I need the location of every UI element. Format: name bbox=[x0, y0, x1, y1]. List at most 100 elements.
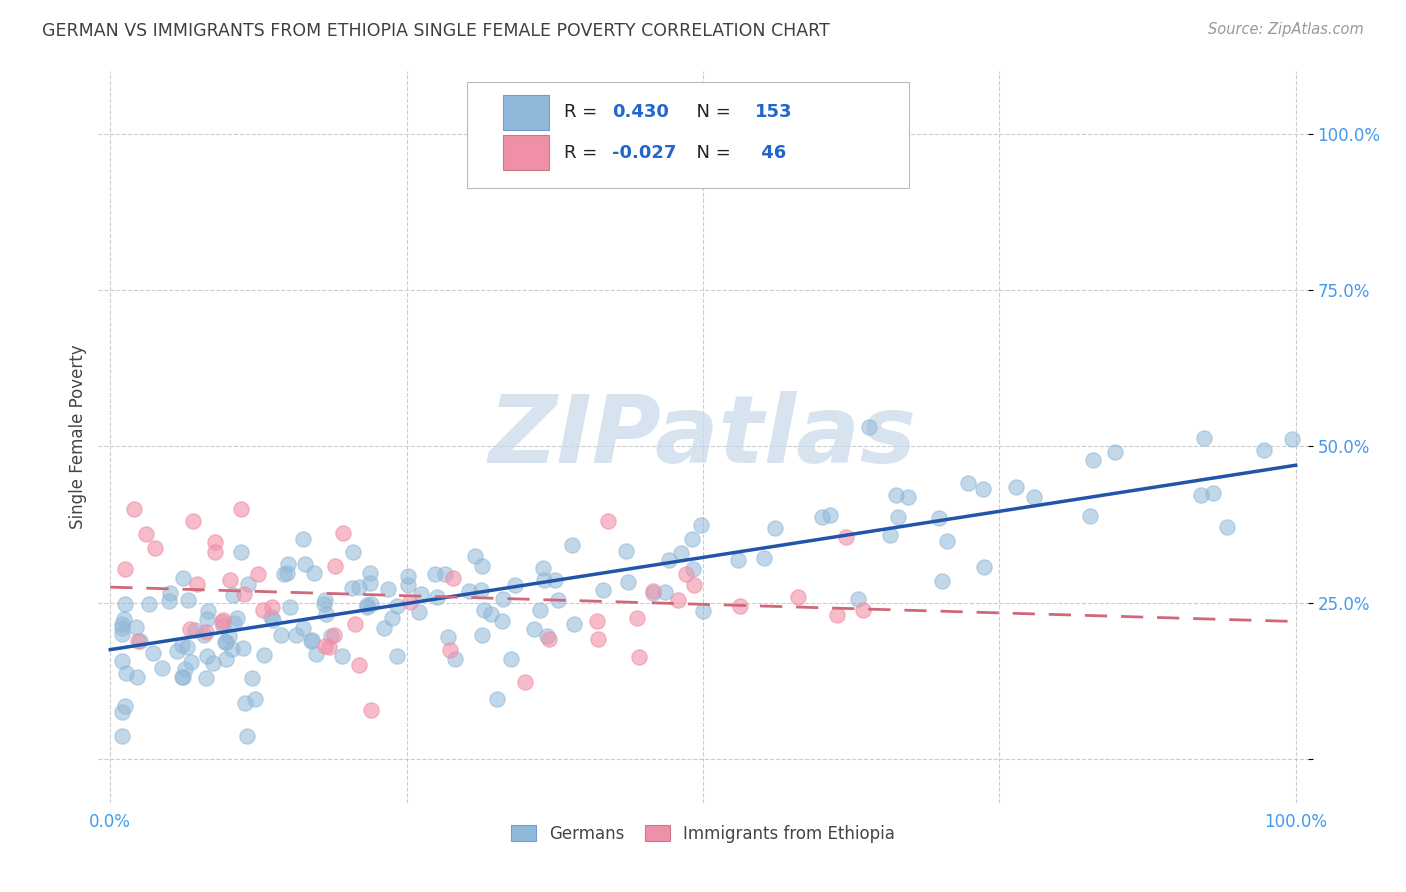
Point bbox=[194, 671, 217, 685]
Point bbox=[1202, 486, 1225, 500]
FancyBboxPatch shape bbox=[503, 95, 550, 130]
Point bbox=[111, 705, 134, 719]
Text: R =: R = bbox=[564, 144, 603, 161]
Point bbox=[219, 573, 242, 587]
Y-axis label: Single Female Poverty: Single Female Poverty bbox=[69, 345, 87, 529]
Point bbox=[398, 595, 420, 609]
Point bbox=[486, 691, 509, 706]
Text: R =: R = bbox=[564, 103, 603, 121]
Point bbox=[1192, 432, 1215, 446]
Point bbox=[931, 574, 953, 589]
Point bbox=[114, 698, 136, 713]
Point bbox=[235, 729, 257, 743]
Point bbox=[396, 578, 419, 592]
Point bbox=[211, 615, 233, 629]
Point bbox=[471, 558, 494, 573]
Point bbox=[214, 635, 236, 649]
Point bbox=[114, 562, 136, 576]
Point bbox=[176, 592, 198, 607]
Point bbox=[617, 575, 640, 590]
Point bbox=[561, 539, 583, 553]
Point bbox=[852, 603, 875, 617]
Point bbox=[222, 615, 245, 630]
Point bbox=[681, 532, 703, 546]
Point bbox=[433, 567, 456, 582]
Point bbox=[439, 643, 461, 657]
Point bbox=[818, 508, 841, 522]
Point bbox=[138, 597, 160, 611]
Point bbox=[544, 574, 567, 588]
Point bbox=[441, 571, 464, 585]
Point bbox=[179, 622, 201, 636]
Point bbox=[972, 482, 994, 496]
Point bbox=[236, 577, 259, 591]
Point bbox=[787, 590, 810, 604]
Point bbox=[114, 597, 136, 611]
Point bbox=[887, 510, 910, 524]
Point bbox=[1083, 453, 1105, 467]
Point bbox=[728, 599, 751, 614]
Point bbox=[215, 652, 238, 666]
Point bbox=[897, 490, 920, 504]
Point bbox=[211, 613, 233, 627]
Point bbox=[166, 643, 188, 657]
Point bbox=[675, 566, 697, 581]
Point bbox=[330, 648, 353, 663]
Point bbox=[347, 658, 370, 673]
Point bbox=[314, 639, 336, 653]
Point bbox=[314, 593, 336, 607]
Point bbox=[174, 662, 197, 676]
Point bbox=[356, 598, 378, 612]
Point bbox=[218, 628, 240, 642]
Point bbox=[669, 546, 692, 560]
Point bbox=[323, 628, 346, 642]
Point bbox=[301, 632, 323, 647]
Point bbox=[529, 603, 551, 617]
Point bbox=[344, 616, 367, 631]
Point bbox=[564, 617, 586, 632]
Point bbox=[1189, 488, 1212, 502]
Point bbox=[513, 675, 536, 690]
Point bbox=[277, 558, 299, 572]
Point bbox=[299, 634, 322, 648]
Point bbox=[170, 670, 193, 684]
Legend: Germans, Immigrants from Ethiopia: Germans, Immigrants from Ethiopia bbox=[505, 818, 901, 849]
Point bbox=[111, 654, 134, 668]
Text: 46: 46 bbox=[755, 144, 786, 161]
Point bbox=[499, 652, 522, 666]
Point bbox=[846, 591, 869, 606]
Point bbox=[231, 545, 253, 559]
Point bbox=[973, 559, 995, 574]
Point bbox=[232, 587, 254, 601]
Point bbox=[291, 621, 314, 635]
Point bbox=[204, 544, 226, 558]
Point bbox=[180, 655, 202, 669]
Point bbox=[314, 597, 336, 611]
Point bbox=[1005, 480, 1028, 494]
Point bbox=[111, 621, 134, 635]
Point bbox=[172, 571, 194, 585]
Point bbox=[197, 604, 219, 618]
Point bbox=[278, 600, 301, 615]
Point bbox=[318, 640, 340, 654]
Point bbox=[240, 671, 263, 685]
Point bbox=[754, 550, 776, 565]
Point bbox=[292, 532, 315, 546]
Point bbox=[247, 566, 270, 581]
Point bbox=[325, 558, 347, 573]
Point bbox=[531, 561, 554, 575]
Point bbox=[284, 628, 307, 642]
Point bbox=[233, 696, 256, 710]
Point bbox=[360, 703, 382, 717]
Point bbox=[472, 603, 495, 617]
Point bbox=[858, 419, 880, 434]
Point bbox=[114, 665, 136, 680]
Point bbox=[492, 591, 515, 606]
Point bbox=[157, 594, 180, 608]
Point bbox=[243, 691, 266, 706]
Point bbox=[315, 607, 337, 621]
Point bbox=[1216, 520, 1239, 534]
Text: -0.027: -0.027 bbox=[613, 144, 676, 161]
Point bbox=[682, 562, 704, 576]
Point bbox=[464, 549, 486, 563]
